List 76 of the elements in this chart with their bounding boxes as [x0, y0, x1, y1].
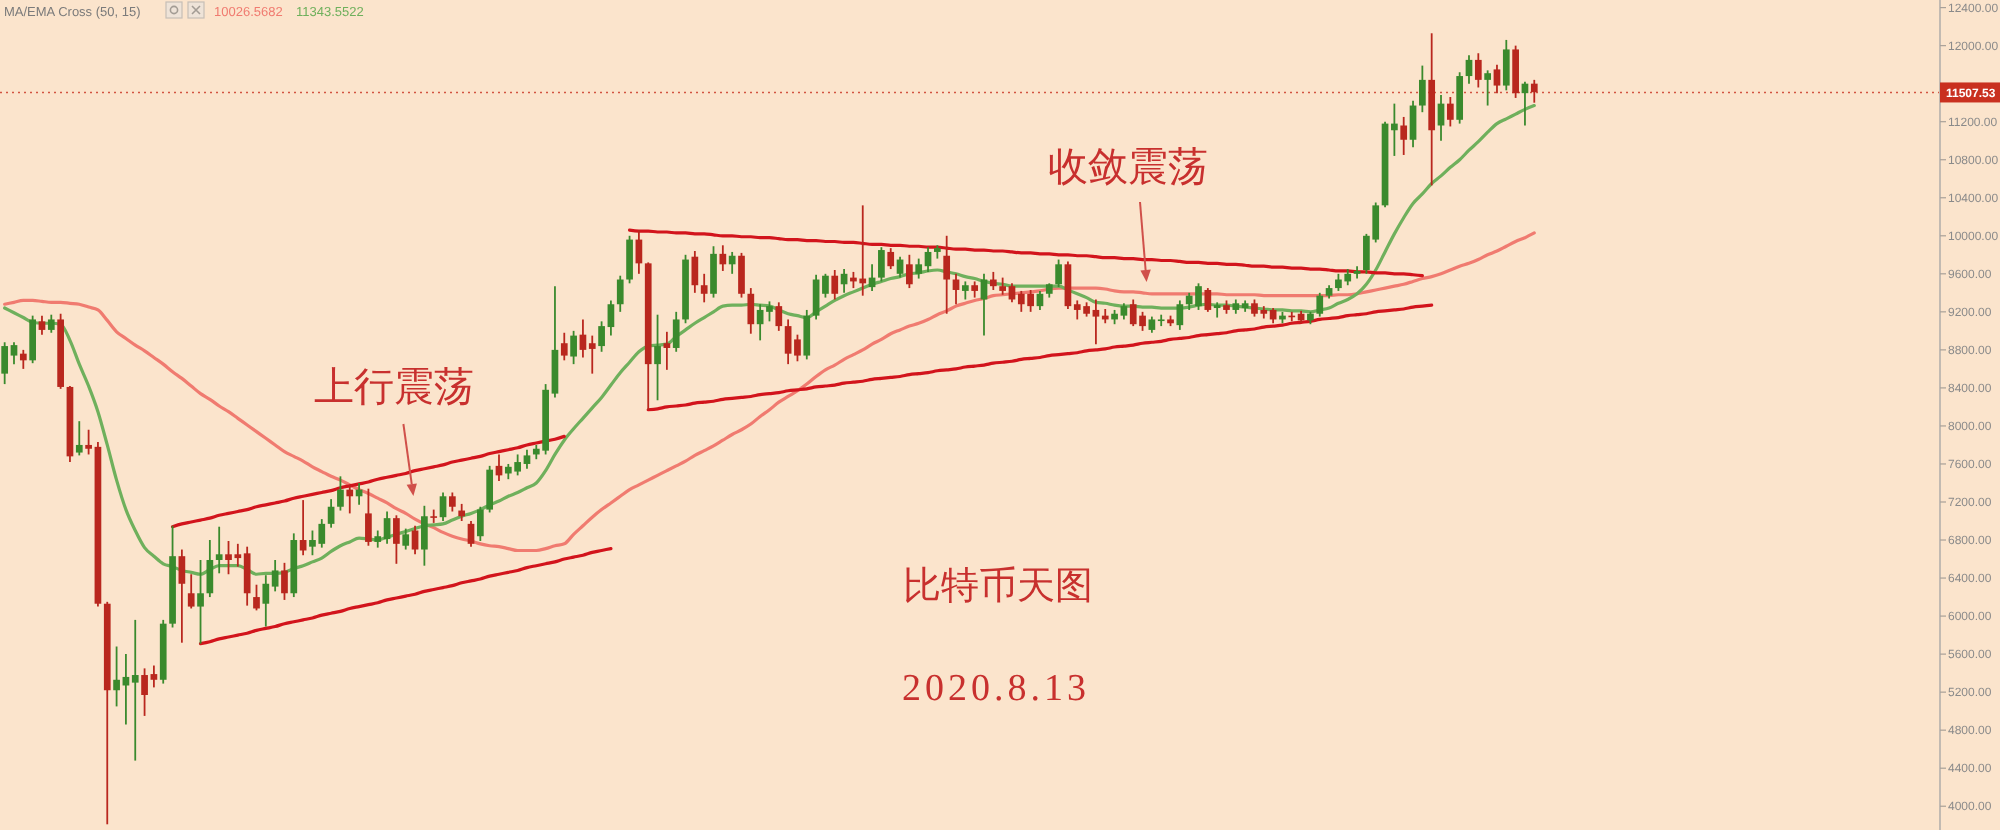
candlestick — [560, 331, 568, 362]
candlestick — [1456, 71, 1464, 125]
candlestick — [1400, 116, 1408, 156]
candlestick — [961, 280, 969, 301]
candlestick — [700, 272, 708, 304]
candlestick — [663, 330, 671, 371]
candlestick — [402, 527, 410, 551]
candlestick — [486, 464, 494, 514]
candlestick — [887, 247, 895, 270]
candlestick — [1530, 78, 1538, 104]
candlestick — [616, 274, 624, 313]
candlestick — [1213, 301, 1221, 319]
candlestick — [831, 269, 839, 301]
text: 2020.8.13 — [902, 668, 1090, 710]
text: 比特币天图 — [903, 566, 1093, 608]
candlestick — [691, 250, 699, 294]
candlestick — [131, 618, 139, 762]
candlestick — [365, 487, 372, 547]
candlestick — [1353, 265, 1361, 280]
line-series — [198, 546, 613, 646]
candlestick — [1055, 258, 1062, 289]
candlestick — [476, 505, 484, 542]
candlestick — [197, 559, 204, 645]
candlestick — [710, 245, 717, 299]
candlestick — [1446, 96, 1454, 128]
candlestick — [989, 271, 997, 291]
candlestick — [738, 252, 745, 299]
candlestick — [187, 573, 195, 610]
annotation: 上行震荡 — [314, 366, 474, 410]
annotation: 收敛震荡 — [1048, 146, 1208, 190]
candlestick — [1176, 299, 1184, 331]
candlestick — [1204, 287, 1212, 313]
candlestick — [29, 314, 36, 365]
line-series — [3, 231, 1536, 553]
candlestick — [906, 253, 913, 289]
candlestick — [1419, 64, 1426, 114]
candlestick — [346, 483, 354, 515]
candlestick — [215, 525, 223, 575]
candlestick — [1484, 69, 1491, 107]
candlestick — [449, 491, 456, 513]
candlestick — [281, 561, 288, 601]
candlestick — [1, 341, 9, 385]
candlestick — [178, 548, 186, 644]
candlestick — [803, 309, 811, 361]
candlestick — [747, 287, 755, 335]
candlestick — [728, 251, 736, 275]
candlestick — [19, 348, 27, 370]
candlestick — [393, 514, 400, 565]
candlestick — [719, 244, 727, 272]
candlestick — [1316, 291, 1324, 318]
candlestick — [775, 301, 783, 332]
candlestick — [672, 310, 680, 353]
candlestick — [430, 508, 438, 524]
candlestick — [439, 491, 447, 522]
candlestick — [253, 583, 260, 612]
candlestick — [206, 539, 214, 598]
candlestick — [1493, 63, 1501, 95]
candlestick — [1474, 52, 1482, 89]
candlestick — [588, 334, 596, 375]
candlestick — [38, 314, 46, 336]
candlestick — [421, 504, 428, 567]
candlestick — [1512, 44, 1519, 99]
candlestick — [878, 246, 885, 283]
line-series — [170, 434, 566, 529]
candlestick — [1502, 39, 1510, 92]
candlestick — [626, 234, 633, 285]
candlestick — [654, 313, 661, 402]
candlestick — [943, 234, 951, 315]
candlestick — [467, 520, 475, 548]
candlestick — [915, 257, 923, 280]
candlestick — [47, 313, 55, 334]
line-series — [646, 303, 1434, 412]
candlestick — [570, 329, 577, 366]
line-series — [627, 228, 1424, 278]
candlestick — [337, 475, 344, 512]
candlestick — [75, 420, 83, 457]
